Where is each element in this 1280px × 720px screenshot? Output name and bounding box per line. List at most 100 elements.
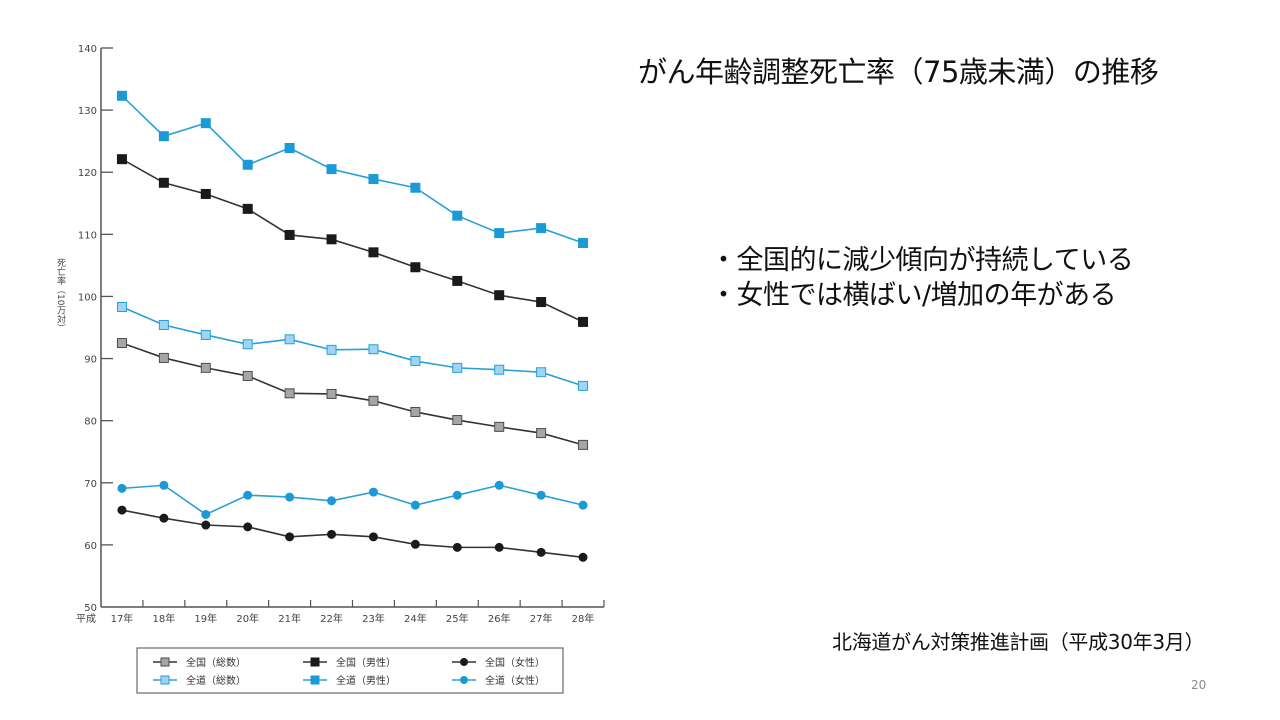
data-point <box>368 344 379 355</box>
chart-axes: 50 60 70 80 90 100 110 120 130 140 17年 18年 19年 20年 21年… <box>76 44 605 625</box>
data-point <box>410 262 421 273</box>
x-tick-label: 18年 <box>153 612 176 625</box>
data-point <box>201 509 211 519</box>
data-point <box>116 154 127 165</box>
legend-box <box>136 647 564 694</box>
y-tick-label: 80 <box>84 417 97 428</box>
series-line <box>121 306 584 387</box>
y-tick-label: 120 <box>78 168 97 179</box>
y-tick-label: 110 <box>78 230 97 241</box>
data-point <box>243 490 253 500</box>
series-line <box>121 509 584 559</box>
data-point <box>536 367 547 378</box>
data-point <box>243 522 253 532</box>
x-tick-label: 25年 <box>446 612 469 625</box>
data-point <box>284 388 295 399</box>
data-point <box>242 159 253 170</box>
x-tick-label: 26年 <box>488 612 511 625</box>
x-axis-prefix: 平成 <box>76 613 96 625</box>
y-tick-label: 70 <box>84 479 97 490</box>
data-point <box>117 483 127 493</box>
data-point <box>200 118 211 129</box>
data-point <box>242 339 253 350</box>
x-tick-label: 22年 <box>320 612 343 625</box>
series-line <box>121 484 584 516</box>
data-point <box>410 500 420 510</box>
data-point <box>536 297 547 308</box>
x-tick-label: 21年 <box>278 612 301 625</box>
data-point <box>326 164 337 175</box>
bullet-list: ・全国的に減少傾向が持続している ・女性では横ばい/増加の年がある <box>710 243 1134 313</box>
data-point <box>536 547 546 557</box>
legend-label: 全国（総数） <box>186 656 246 669</box>
source-citation: 北海道がん対策推進計画（平成30年3月） <box>832 630 1205 654</box>
data-point <box>326 388 337 399</box>
legend-marker <box>310 675 320 685</box>
data-point <box>158 177 169 188</box>
data-point <box>200 362 211 373</box>
data-point <box>200 188 211 199</box>
data-point <box>536 428 547 439</box>
data-point <box>368 174 379 185</box>
legend-label: 全道（総数） <box>186 674 246 687</box>
x-tick-label: 27年 <box>530 612 553 625</box>
x-tick-label: 28年 <box>572 612 595 625</box>
legend-label: 全道（男性） <box>336 674 396 687</box>
data-point <box>158 131 169 142</box>
legend-marker <box>160 657 170 667</box>
data-point <box>368 395 379 406</box>
y-axis-title: 死亡率（10万対） <box>55 258 66 333</box>
legend-marker <box>460 676 468 684</box>
y-tick-label: 50 <box>84 603 97 614</box>
data-point <box>200 329 211 340</box>
data-point <box>368 247 379 258</box>
legend-label: 全国（男性） <box>336 656 396 669</box>
data-point <box>452 210 463 221</box>
legend-label: 全道（女性） <box>485 674 545 687</box>
data-point <box>578 552 588 562</box>
legend-marker <box>310 657 320 667</box>
legend-marker <box>460 658 468 666</box>
slide-title: がん年齢調整死亡率（75歳未満）の推移 <box>638 55 1159 89</box>
x-tick-label: 19年 <box>194 612 217 625</box>
line-chart: 50 60 70 80 90 100 110 120 130 140 17年 18年 19年 20年 21年… <box>55 44 605 694</box>
y-tick-label: 140 <box>78 44 97 55</box>
data-point <box>536 223 547 234</box>
data-point <box>494 421 505 432</box>
y-tick-label: 90 <box>84 355 97 366</box>
series-line <box>121 95 584 244</box>
data-point <box>410 406 421 417</box>
y-axis-label: 死亡率（10万対） <box>55 258 66 333</box>
page-number: 20 <box>1191 678 1207 692</box>
chart-legend: 全国（総数） 全国（男性） 全国（女性） 全道（総数） 全道（男性） 全道（女性） <box>136 647 564 694</box>
data-point <box>452 542 462 552</box>
data-point <box>284 334 295 345</box>
data-point <box>578 316 589 327</box>
data-point <box>117 505 127 515</box>
data-point <box>327 496 337 506</box>
data-point <box>494 290 505 301</box>
data-point <box>494 480 504 490</box>
data-point <box>578 238 589 249</box>
data-point <box>284 142 295 153</box>
data-point <box>452 490 462 500</box>
x-tick-label: 23年 <box>362 612 385 625</box>
x-tick-label: 17年 <box>111 612 134 625</box>
data-point <box>410 182 421 193</box>
data-point <box>452 415 463 426</box>
data-point <box>368 532 378 542</box>
data-point <box>242 370 253 381</box>
data-point <box>201 520 211 530</box>
data-point <box>116 338 127 349</box>
data-point <box>284 229 295 240</box>
data-point <box>578 439 589 450</box>
data-point <box>326 234 337 245</box>
data-point <box>285 532 295 542</box>
data-point <box>368 487 378 497</box>
data-point <box>494 542 504 552</box>
data-point <box>116 302 127 313</box>
data-point <box>536 490 546 500</box>
data-point <box>242 203 253 214</box>
x-tick-label: 24年 <box>404 612 427 625</box>
data-point <box>452 362 463 373</box>
